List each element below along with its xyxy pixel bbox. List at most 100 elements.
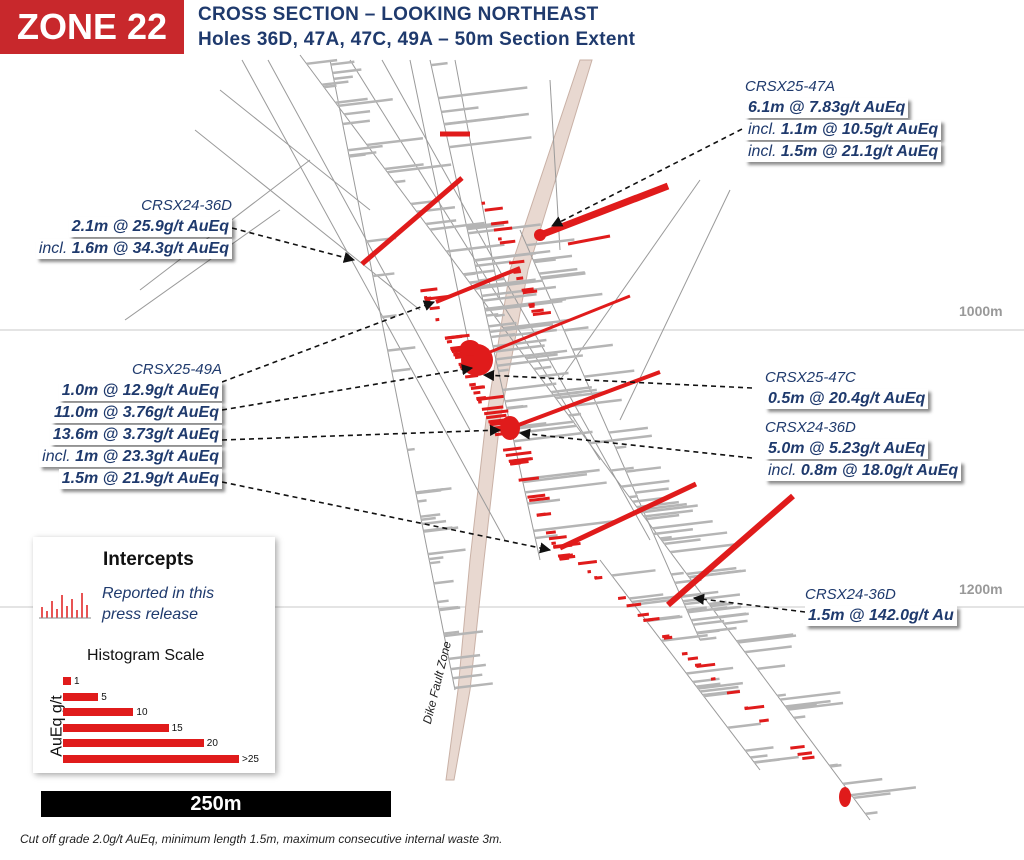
assay-tick xyxy=(664,538,701,546)
intercept-line: 1m @ 23.3g/t AuEq xyxy=(75,448,219,465)
assay-tick xyxy=(502,382,557,392)
hole-name: CRSX25-47C xyxy=(765,369,856,386)
assay-tick xyxy=(637,612,650,617)
assay-tick xyxy=(697,681,743,690)
label-crsx25-47c: CRSX25-47C 0.5m @ 20.4g/t AuEq xyxy=(765,368,929,410)
assay-tick xyxy=(391,367,411,373)
assay-tick xyxy=(757,664,786,671)
assay-tick xyxy=(744,704,765,711)
assay-tick xyxy=(696,626,737,634)
assay-tick xyxy=(429,560,441,565)
assay-tick xyxy=(502,446,522,452)
assay-tick xyxy=(488,321,517,328)
histogram-bar-label: 15 xyxy=(171,722,183,734)
assay-tick xyxy=(526,238,575,247)
assay-tick xyxy=(684,601,700,606)
histogram-bar xyxy=(63,754,239,763)
assay-tick xyxy=(469,382,476,387)
leader-arrows xyxy=(221,124,806,613)
assay-tick xyxy=(421,516,436,522)
arrow-49a-1 xyxy=(221,300,436,383)
assay-tick xyxy=(528,302,535,307)
incl-prefix: incl. xyxy=(42,448,71,465)
hole-name: CRSX24-36D xyxy=(765,419,856,436)
assay-tick xyxy=(525,353,558,360)
intercept-line: 13.6m @ 3.73g/t AuEq xyxy=(49,425,222,445)
assay-tick xyxy=(670,543,735,554)
assay-tick xyxy=(424,296,432,301)
assay-tick xyxy=(509,460,529,466)
assay-tick xyxy=(646,513,680,521)
assay-tick xyxy=(686,666,734,675)
hole-name: CRSX25-47A xyxy=(745,78,836,95)
assay-tick xyxy=(446,339,453,344)
legend-panel: Intercepts Reported in this press releas… xyxy=(33,537,275,773)
assay-tick xyxy=(463,272,476,277)
assay-tick xyxy=(535,534,558,540)
assay-tick xyxy=(494,313,505,318)
histogram-bar xyxy=(63,723,169,732)
assay-tick xyxy=(323,84,337,89)
assay-tick xyxy=(342,119,370,126)
intercept-line: 0.8m @ 18.0g/t AuEq xyxy=(800,462,959,479)
label-crsx24-36d-mid: CRSX24-36D 5.0m @ 5.23g/t AuEq incl. 0.8… xyxy=(765,418,962,482)
assay-tick xyxy=(625,466,662,473)
assay-tick xyxy=(429,306,440,311)
assay-tick xyxy=(474,279,544,291)
assay-tick xyxy=(508,328,557,337)
assay-tick xyxy=(710,602,734,608)
assay-tick xyxy=(539,267,578,275)
assay-tick xyxy=(550,292,603,302)
arrow-47a xyxy=(551,124,751,227)
assay-tick xyxy=(423,526,459,533)
assay-tick xyxy=(384,163,424,171)
assay-tick xyxy=(691,612,747,622)
assay-tick xyxy=(727,722,761,729)
hole-name: CRSX25-49A xyxy=(131,361,222,378)
assay-tick xyxy=(446,243,505,253)
assay-tick xyxy=(420,513,441,518)
assay-tick xyxy=(652,519,713,530)
assay-tick xyxy=(699,636,717,641)
histogram-bar xyxy=(63,677,71,685)
assay-tick xyxy=(420,287,438,293)
histogram-bar-label: 1 xyxy=(74,676,80,687)
assay-tick xyxy=(851,786,917,797)
assay-tick xyxy=(660,535,672,540)
assay-tick xyxy=(686,566,737,576)
assay-tick xyxy=(661,634,708,643)
incl-prefix: incl. xyxy=(748,121,777,138)
incl-prefix: incl. xyxy=(38,240,68,257)
assay-tick xyxy=(330,60,355,66)
histogram-bar xyxy=(63,692,99,701)
assay-tick xyxy=(527,498,561,505)
assay-tick xyxy=(443,630,460,635)
hole-name: CRSX24-36D xyxy=(141,197,232,214)
assay-tick xyxy=(533,365,552,371)
intercept-line: 1.6m @ 34.3g/t AuEq xyxy=(71,240,229,257)
label-crsx25-49a: CRSX25-49A 1.0m @ 12.9g/t AuEq 11.0m @ 3… xyxy=(0,360,222,490)
assay-tick xyxy=(865,811,878,816)
hole-name: CRSX24-36D xyxy=(805,586,896,603)
assay-tick xyxy=(640,504,698,514)
intercept-49a-upper xyxy=(435,266,521,304)
assay-tick xyxy=(476,395,487,401)
assay-tick xyxy=(372,272,395,278)
assay-tick xyxy=(380,314,397,319)
intercept-line: 0.5m @ 20.4g/t AuEq xyxy=(765,389,929,409)
major-intercepts xyxy=(360,131,795,608)
assay-tick xyxy=(348,151,377,157)
assay-tick xyxy=(745,746,774,752)
assay-tick xyxy=(629,593,664,600)
intercept-mid xyxy=(504,370,661,432)
assay-tick xyxy=(693,619,725,626)
assay-tick xyxy=(681,651,688,656)
assay-tick xyxy=(506,404,528,410)
histogram-bar xyxy=(63,708,134,716)
assay-tick xyxy=(438,86,528,100)
assay-tick xyxy=(661,634,670,639)
assay-tick xyxy=(696,662,716,669)
assay-tick xyxy=(744,645,792,654)
assay-tick xyxy=(508,259,525,265)
assay-tick xyxy=(653,528,694,536)
